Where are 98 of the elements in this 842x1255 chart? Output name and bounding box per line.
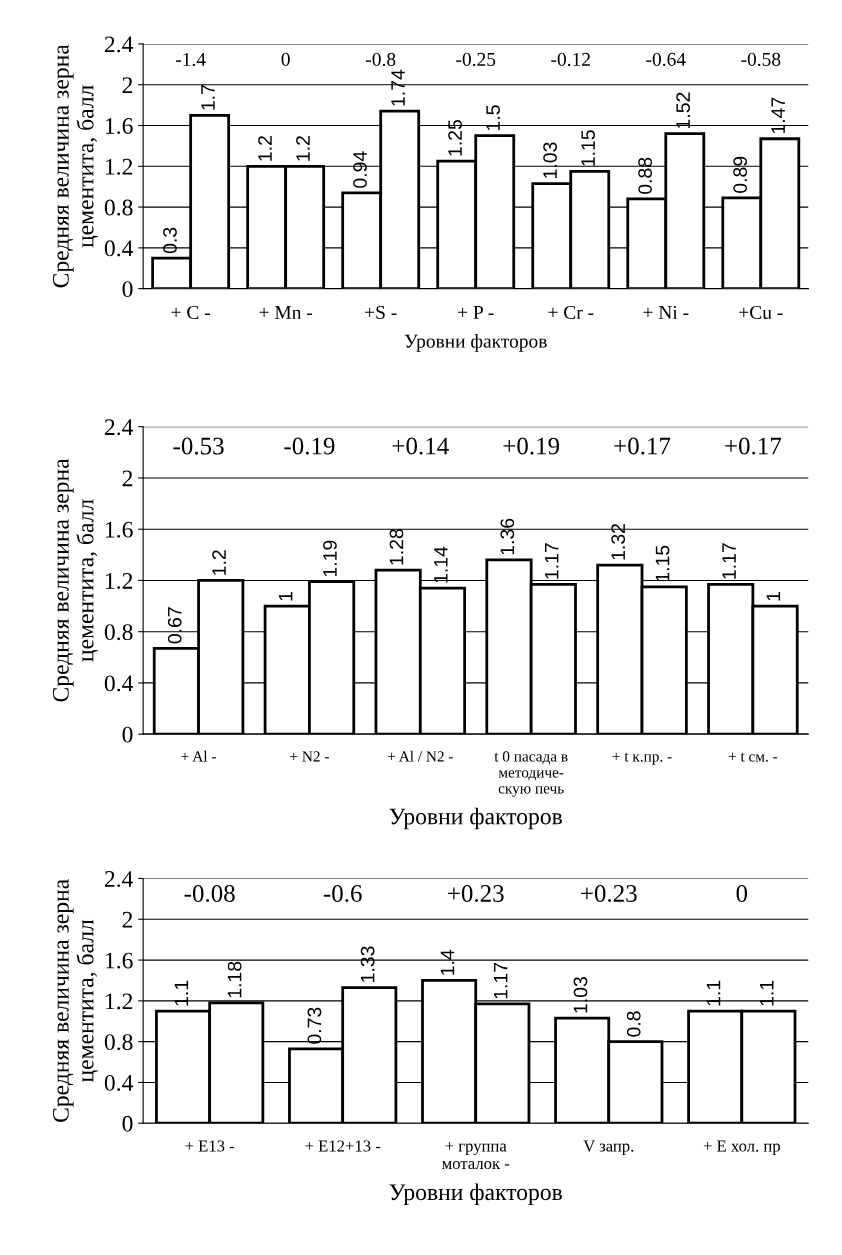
data-label: 1.2 xyxy=(212,550,226,575)
data-label: 1.17 xyxy=(493,962,508,999)
data-label: 0.94 xyxy=(353,151,367,188)
y-tick-label: 1.6 xyxy=(105,952,133,969)
data-label: 1.74 xyxy=(391,69,405,106)
data-label: 1.15 xyxy=(655,545,670,582)
annotation: +0.17 xyxy=(725,437,782,455)
data-label: 1.28 xyxy=(389,529,404,565)
data-label: 1 xyxy=(278,592,293,601)
x-tick-label: +S - xyxy=(365,305,397,319)
data-label: 1.14 xyxy=(434,546,448,583)
y-tick-label: 0.4 xyxy=(104,1074,134,1091)
data-label: 0.67 xyxy=(167,607,182,644)
x-tick-label: + Al - xyxy=(181,750,216,762)
annotation: 0 xyxy=(736,885,748,902)
y-tick-label: 2.4 xyxy=(104,871,134,888)
x-tick-label: +Cu - xyxy=(739,305,783,319)
y-tick-label: 0 xyxy=(122,281,133,298)
data-label: 0.73 xyxy=(307,1007,322,1044)
annotation: +0.23 xyxy=(581,885,637,902)
x-tick-label: + t см. - xyxy=(728,752,778,762)
y-tick-label: 1.6 xyxy=(105,521,133,538)
data-label: 1.25 xyxy=(448,119,462,156)
x-tick-label: + C - xyxy=(171,305,211,319)
annotation: -1.4 xyxy=(175,52,206,67)
data-label: 0.89 xyxy=(733,156,748,193)
y-axis-title: Средняя величина зерна цементита, балл xyxy=(52,879,98,1122)
data-label: 1.52 xyxy=(676,92,691,129)
annotation: +0.23 xyxy=(448,885,504,902)
x-axis-title: Уровни факторов xyxy=(404,334,547,352)
annotation: -0.12 xyxy=(551,52,590,67)
annotation: -0.8 xyxy=(366,52,396,67)
data-label: 1.18 xyxy=(227,961,242,998)
annotation: -0.64 xyxy=(646,52,686,67)
data-label: 1.03 xyxy=(573,977,588,1013)
data-label: 1.7 xyxy=(201,85,215,110)
data-label: 1.33 xyxy=(360,946,375,982)
annotation: +0.19 xyxy=(503,437,560,455)
y-tick-label: 1.2 xyxy=(105,993,133,1010)
annotation: 0 xyxy=(281,52,290,66)
y-axis-title: Средняя величина зерна цементита, балл xyxy=(52,44,98,288)
data-label: 1.36 xyxy=(500,518,515,555)
y-tick-label: 1.6 xyxy=(105,118,133,135)
y-tick-label: 0.8 xyxy=(104,199,133,216)
data-label: 1.1 xyxy=(174,980,189,1006)
annotation: +0.14 xyxy=(392,437,449,455)
x-tick-label: + Ni - xyxy=(643,305,689,319)
data-label: 1.17 xyxy=(544,543,559,579)
y-tick-label: 2 xyxy=(122,470,133,487)
data-label: 0.88 xyxy=(638,157,652,194)
y-tick-label: 2.4 xyxy=(104,419,134,436)
data-label: 1.1 xyxy=(760,980,774,1006)
y-tick-label: 0 xyxy=(122,726,133,743)
x-tick-label: t 0 пасада в методиче- скую печь xyxy=(494,751,568,797)
data-label: 1.15 xyxy=(581,130,595,166)
y-tick-label: 0 xyxy=(122,1115,133,1132)
data-label: 1.19 xyxy=(323,540,337,577)
y-tick-label: 0.4 xyxy=(104,675,134,692)
y-tick-label: 1.2 xyxy=(105,572,133,589)
x-tick-label: + E13 - xyxy=(185,1140,235,1152)
y-axis-title: Средняя величина зерна цементита, балл xyxy=(52,458,98,702)
x-tick-label: + P - xyxy=(458,306,494,319)
x-tick-label: + группа моталок - xyxy=(442,1141,510,1170)
annotation: -0.08 xyxy=(184,885,235,902)
annotation: -0.58 xyxy=(741,52,781,67)
x-tick-label: + Mn - xyxy=(259,306,313,319)
annotation: -0.25 xyxy=(456,52,496,67)
x-tick-label: + N2 - xyxy=(290,751,329,762)
data-label: 1.1 xyxy=(706,980,721,1006)
data-label: 0.8 xyxy=(626,1011,641,1037)
y-tick-label: 0.8 xyxy=(104,1034,133,1051)
y-tick-label: 2 xyxy=(122,77,133,93)
annotation: -0.19 xyxy=(284,437,335,455)
data-label: 0.3 xyxy=(163,227,177,254)
x-axis-title: Уровни факторов xyxy=(389,807,562,830)
x-tick-label: + E12+13 - xyxy=(305,1140,381,1152)
x-tick-label: + t к.пр. - xyxy=(612,752,672,765)
x-tick-label: + E хол. пр xyxy=(703,1140,780,1156)
data-label: 1.17 xyxy=(722,543,736,579)
x-tick-label: V запр. xyxy=(583,1140,634,1156)
annotation: +0.17 xyxy=(614,437,671,455)
annotation: -0.53 xyxy=(173,437,224,455)
x-tick-label: + Al / N2 - xyxy=(387,750,453,762)
y-tick-label: 0.4 xyxy=(104,240,134,257)
y-tick-label: 2 xyxy=(122,911,133,928)
x-axis-title: Уровни факторов xyxy=(389,1183,562,1205)
data-label: 1.47 xyxy=(771,97,785,134)
annotation: -0.6 xyxy=(323,885,362,902)
data-label: 1.03 xyxy=(543,142,557,178)
data-label: 1 xyxy=(766,592,781,601)
y-tick-label: 1.2 xyxy=(105,158,133,175)
data-label: 1.32 xyxy=(611,524,626,560)
y-tick-label: 0.8 xyxy=(104,624,133,641)
y-tick-label: 2.4 xyxy=(104,36,134,53)
x-tick-label: + Cr - xyxy=(548,305,594,319)
data-label: 1.2 xyxy=(296,136,310,161)
data-label: 1.2 xyxy=(258,136,272,161)
data-label: 1.4 xyxy=(440,949,455,975)
